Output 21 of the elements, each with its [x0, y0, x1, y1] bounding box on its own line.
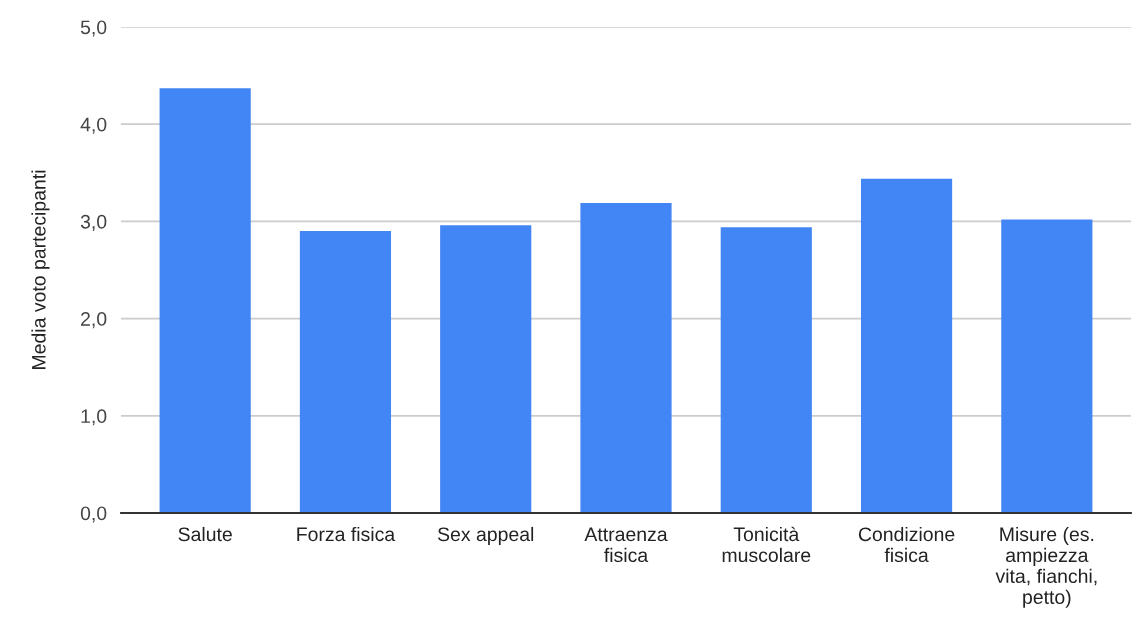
bar — [1001, 219, 1093, 513]
y-tick-label: 0,0 — [80, 506, 107, 523]
y-tick-label: 1,0 — [81, 409, 107, 426]
bar — [299, 231, 392, 513]
x-tick-label: Tonicità muscolare — [722, 526, 811, 563]
bar — [440, 225, 532, 513]
bar — [580, 202, 672, 513]
bar — [720, 227, 812, 513]
bar — [860, 178, 953, 513]
y-tick-label: 3,0 — [80, 214, 107, 231]
x-tick-label: Forza fisica — [297, 526, 396, 542]
x-tick-label: Condizione fisica — [858, 526, 955, 563]
x-tick-label: Misure (es. ampiezza vita, fianchi, petto) — [995, 526, 1097, 608]
y-axis-title: Media voto partecipanti — [31, 170, 50, 369]
x-tick-label: Attraenza fisica — [584, 527, 668, 563]
y-tick-label: 5,0 — [80, 20, 107, 37]
x-tick-label: Sex appeal — [437, 526, 534, 546]
bar — [159, 88, 251, 513]
y-tick-label: 4,0 — [80, 117, 107, 134]
y-tick-label: 2,0 — [81, 312, 107, 329]
x-tick-label: Salute — [178, 526, 232, 542]
